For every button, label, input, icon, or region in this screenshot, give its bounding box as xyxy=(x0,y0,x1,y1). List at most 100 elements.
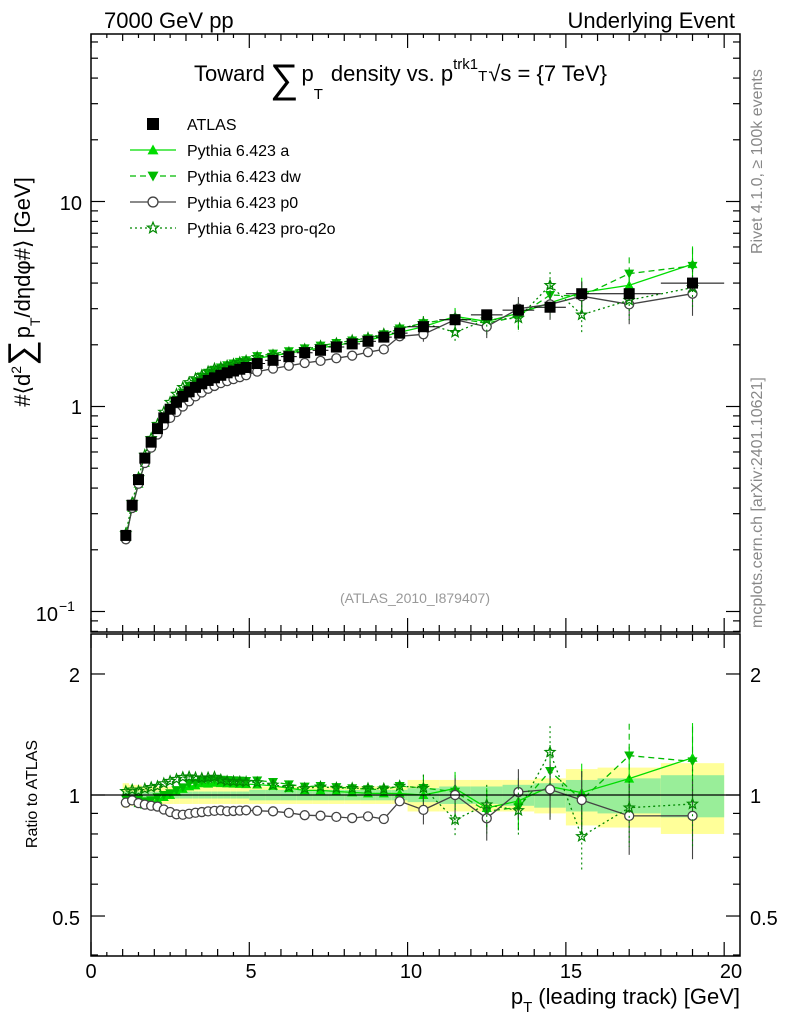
data-point-atlas xyxy=(544,301,556,313)
ratio-point-pythia-6-423-pro-q2o xyxy=(313,779,328,793)
data-point-atlas xyxy=(362,335,374,347)
ratio-point-pythia-6-423-dw xyxy=(184,779,195,789)
ratio-point-pythia-6-423-dw xyxy=(165,789,176,799)
data-point-atlas xyxy=(315,344,327,356)
ratio-point-pythia-6-423-dw xyxy=(378,785,389,795)
data-point-atlas xyxy=(126,499,138,511)
ratio-point-pythia-6-423-pro-q2o xyxy=(345,781,359,794)
ratio-point-pythia-6-423-pro-q2o xyxy=(480,797,494,811)
ratio-point-pythia-6-423-pro-q2o xyxy=(575,829,589,843)
main-panel-frame xyxy=(90,33,741,633)
ratio-point-pythia-6-423-dw xyxy=(687,757,698,767)
ratio-point-pythia-6-423-p0 xyxy=(418,804,429,816)
legend-label-pythia-6-423-pro-q2o: Pythia 6.423 pro-q2o xyxy=(187,221,336,238)
series-point-pythia-6-423-pro-q2o xyxy=(543,278,557,291)
data-point-atlas xyxy=(449,314,461,326)
ratio-point-pythia-6-423-pro-q2o xyxy=(511,803,525,817)
ratio-point-pythia-6-423-pro-q2o xyxy=(329,781,343,794)
series-point-pythia-6-423-dw xyxy=(687,261,698,271)
ratio-point-pythia-6-423-p0 xyxy=(331,811,342,823)
ratio-point-pythia-6-423-p0 xyxy=(378,813,389,825)
ratio-point-pythia-6-423-p0 xyxy=(252,805,263,816)
ratio-point-pythia-6-423-p0 xyxy=(299,810,310,821)
x-tick-label-20: 20 xyxy=(720,961,742,983)
ratio-point-pythia-6-423-pro-q2o xyxy=(195,771,209,784)
ratio-point-pythia-6-423-pro-q2o xyxy=(250,775,264,789)
ratio-point-pythia-6-423-pro-q2o xyxy=(207,770,222,783)
data-point-atlas xyxy=(158,412,170,424)
data-point-atlas xyxy=(512,304,524,316)
axis-ticks xyxy=(90,34,740,956)
data-point-atlas xyxy=(120,529,132,541)
ratio-point-pythia-6-423-pro-q2o xyxy=(377,781,391,795)
ratio-point-pythia-6-423-dw xyxy=(624,751,635,761)
data-point-atlas xyxy=(576,288,588,300)
ratio-point-pythia-6-423-p0 xyxy=(362,811,374,822)
ratio-tick-labels: 2 1 0.5 2 1 0.5 xyxy=(52,665,778,930)
ratio-point-pythia-6-423-pro-q2o xyxy=(448,812,462,826)
data-point-atlas xyxy=(183,386,195,398)
data-point-atlas xyxy=(251,358,263,370)
data-point-atlas xyxy=(299,347,311,359)
ratio-point-pythia-6-423-pro-q2o xyxy=(125,782,139,796)
data-point-atlas xyxy=(283,351,295,363)
ratio-point-pythia-6-423-pro-q2o xyxy=(201,770,215,784)
ratio-point-pythia-6-423-pro-q2o xyxy=(298,781,312,795)
y-tick-label-0.1: 10 xyxy=(36,604,58,626)
ratio-point-pythia-6-423-p0 xyxy=(240,805,252,816)
series-point-pythia-6-423-p0 xyxy=(315,355,326,366)
data-point-atlas xyxy=(417,321,429,333)
ratio-point-pythia-6-423-dw xyxy=(363,785,374,795)
ratio-tick-label-2-left: 2 xyxy=(69,665,80,687)
ratio-tick-label-1-left: 1 xyxy=(69,786,80,808)
legend: ATLAS Pythia 6.423 a Pythia 6.423 dw Pythia… xyxy=(130,117,336,238)
plot-title: Toward ∑ pTdensity vs. ptrk1T√s = {7 TeV} xyxy=(194,56,607,103)
legend-marker-pythia-6-423-a xyxy=(147,144,159,155)
ratio-point-pythia-6-423-p0 xyxy=(267,806,279,817)
header-analysis-type: Underlying Event xyxy=(567,8,735,33)
ratio-point-pythia-6-423-p0 xyxy=(347,812,358,824)
ratio-point-pythia-6-423-pro-q2o xyxy=(393,779,407,792)
data-point-atlas xyxy=(177,390,189,402)
legend-marker-pythia-6-423-dw xyxy=(147,171,159,182)
data-point-atlas xyxy=(481,309,493,321)
data-point-atlas xyxy=(164,403,176,415)
data-point-atlas xyxy=(687,277,699,289)
legend-label-pythia-6-423-p0: Pythia 6.423 p0 xyxy=(187,195,298,212)
legend-marker-pythia-6-423-p0 xyxy=(147,196,159,208)
legend-marker-atlas xyxy=(147,118,159,130)
ratio-point-pythia-6-423-p0 xyxy=(394,796,405,807)
main-panel-series xyxy=(119,246,725,545)
ratio-point-pythia-6-423-pro-q2o xyxy=(239,774,253,788)
ratio-point-pythia-6-423-p0 xyxy=(283,807,295,818)
data-point-atlas xyxy=(394,327,406,339)
data-point-atlas xyxy=(145,436,157,448)
x-tick-label-5: 5 xyxy=(245,961,256,983)
ratio-point-pythia-6-423-pro-q2o xyxy=(214,772,228,786)
x-tick-labels: 0 5 10 15 20 xyxy=(85,961,742,983)
series-line-pythia-6-423-dw xyxy=(125,265,693,538)
ratio-point-pythia-6-423-p0 xyxy=(544,784,556,795)
ratio-point-pythia-6-423-pro-q2o xyxy=(144,780,158,793)
legend-label-pythia-6-423-dw: Pythia 6.423 dw xyxy=(187,169,301,186)
series-point-pythia-6-423-p0 xyxy=(362,347,374,358)
legend-label-pythia-6-423-a: Pythia 6.423 a xyxy=(187,143,289,160)
ratio-point-pythia-6-423-dw xyxy=(241,776,252,786)
x-tick-label-15: 15 xyxy=(560,961,582,983)
series-line-pythia-6-423-a xyxy=(125,263,693,538)
series-point-pythia-6-423-p0 xyxy=(283,360,295,371)
ratio-point-pythia-6-423-pro-q2o xyxy=(266,778,280,791)
ratio-point-pythia-6-423-p0 xyxy=(576,794,587,806)
y-tick-label-1: 1 xyxy=(71,397,82,419)
data-point-atlas xyxy=(227,365,239,377)
series-point-pythia-6-423-p0 xyxy=(299,357,310,369)
legend-label-atlas: ATLAS xyxy=(187,117,237,134)
series-point-pythia-6-423-p0 xyxy=(378,344,389,355)
data-point-atlas xyxy=(221,367,233,379)
ratio-point-pythia-6-423-pro-q2o xyxy=(622,800,636,814)
data-point-atlas xyxy=(330,341,342,353)
data-point-atlas xyxy=(215,369,227,381)
data-point-atlas xyxy=(189,381,201,393)
data-point-atlas xyxy=(267,354,279,366)
x-tick-label-10: 10 xyxy=(400,961,422,983)
